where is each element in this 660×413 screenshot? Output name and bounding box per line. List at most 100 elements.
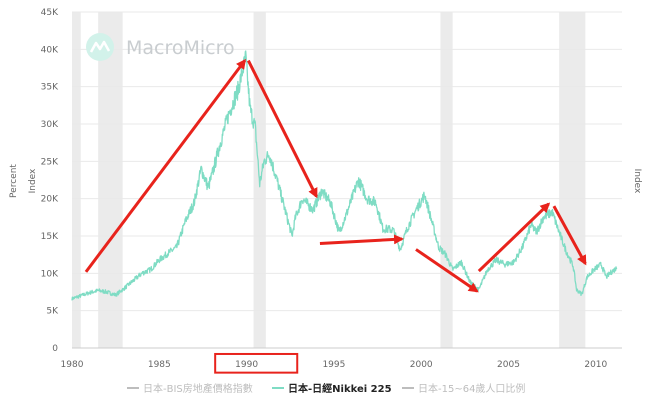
y-tick-label: 40K <box>41 45 59 55</box>
data-point <box>616 268 617 269</box>
legend: 日本-BIS房地產價格指數 日本-日經Nikkei 225 日本-15~64歲人口比… <box>127 382 525 395</box>
data-point <box>445 254 446 255</box>
x-tick-label: 1985 <box>148 360 171 370</box>
trend-arrow <box>84 58 247 273</box>
data-point <box>71 298 72 299</box>
data-point <box>531 224 532 225</box>
data-point <box>431 221 432 222</box>
x-axis: 1980 1985 1990 1995 2000 2005 2010 <box>61 360 608 370</box>
x-tick-label: 2005 <box>497 360 520 370</box>
nikkei-225-line <box>71 50 618 301</box>
data-point <box>269 153 270 154</box>
data-point <box>581 294 582 295</box>
y-tick-label: 20K <box>41 195 59 205</box>
y-axis-right-title: Index <box>632 169 642 194</box>
data-point <box>559 232 560 233</box>
y-tick-label: 0 <box>52 344 58 354</box>
series-layer <box>71 50 618 301</box>
legend-item[interactable]: 日本-BIS房地產價格指數 <box>127 382 253 395</box>
data-point <box>194 202 195 203</box>
data-point <box>284 209 285 210</box>
legend-item[interactable]: 日本-日經Nikkei 225 <box>272 382 392 395</box>
data-point <box>438 247 439 248</box>
data-point <box>496 259 497 260</box>
trend-arrow <box>415 248 479 293</box>
recession-band <box>440 12 453 348</box>
data-point <box>393 229 394 230</box>
data-point <box>141 273 142 274</box>
data-point <box>150 269 151 270</box>
data-point <box>277 183 278 184</box>
data-point <box>237 90 238 91</box>
data-point <box>400 249 401 250</box>
macromicro-logo-mark <box>89 40 111 53</box>
data-point <box>346 215 347 216</box>
recession-bands <box>72 12 586 348</box>
y-tick-label: 45K <box>41 8 59 18</box>
x-tick-label: 1990 <box>235 360 258 370</box>
gridlines <box>72 11 622 349</box>
y-tick-label: 5K <box>46 307 59 317</box>
y-tick-label: 10K <box>41 269 59 279</box>
data-point <box>89 292 90 293</box>
data-point <box>312 209 313 210</box>
data-point <box>543 217 544 218</box>
x-tick-label: 2000 <box>410 360 433 370</box>
data-point <box>504 264 505 265</box>
data-point <box>201 168 202 169</box>
watermark-logo: MacroMicro <box>86 33 235 61</box>
trend-arrow <box>552 205 587 266</box>
data-point <box>594 269 595 270</box>
data-point <box>375 202 376 203</box>
data-point <box>478 289 479 290</box>
watermark-text: MacroMicro <box>126 37 235 59</box>
data-point <box>185 221 186 222</box>
data-point <box>106 291 107 292</box>
data-point <box>295 217 296 218</box>
data-point <box>98 290 99 291</box>
data-point <box>115 294 116 295</box>
data-point <box>167 253 168 254</box>
data-point <box>452 269 453 270</box>
data-point <box>124 288 125 289</box>
data-point <box>576 289 577 290</box>
y-tick-label: 25K <box>41 157 59 167</box>
trend-arrow <box>247 59 318 199</box>
y-axis-inner-title: Index <box>28 168 38 193</box>
legend-label: 日本-15~64歲人口比例 <box>418 382 525 395</box>
recession-band <box>98 12 123 348</box>
data-point <box>513 262 514 263</box>
data-point <box>382 228 383 229</box>
data-point <box>159 259 160 260</box>
legend-item[interactable]: 日本-15~64歲人口比例 <box>402 382 525 395</box>
data-point <box>330 202 331 203</box>
y-tick-label: 30K <box>41 120 59 130</box>
x-tick-label: 1980 <box>61 360 84 370</box>
y-axis: 0 5K 10K 15K 20K 25K 30K 35K 40K 45K <box>41 8 59 354</box>
recession-band <box>559 12 586 348</box>
data-point <box>264 161 265 162</box>
data-point <box>358 179 359 180</box>
data-point <box>566 250 567 251</box>
data-point <box>339 232 340 233</box>
x-tick-label: 1995 <box>322 360 345 370</box>
annotations <box>84 58 587 374</box>
year-1990-highlight-box <box>214 352 299 374</box>
data-point <box>367 198 368 199</box>
data-point <box>424 194 425 195</box>
data-point <box>536 232 537 233</box>
data-point <box>291 235 292 236</box>
trend-arrow <box>319 234 404 245</box>
data-point <box>133 280 134 281</box>
data-point <box>245 57 246 58</box>
data-point <box>229 112 230 113</box>
data-point <box>606 277 607 278</box>
data-point <box>80 295 81 296</box>
data-point <box>255 127 256 128</box>
x-tick-label: 2010 <box>584 360 607 370</box>
data-point <box>259 183 260 184</box>
data-point <box>208 187 209 188</box>
y-tick-label: 35K <box>41 83 59 93</box>
data-point <box>415 209 416 210</box>
data-point <box>211 176 212 177</box>
